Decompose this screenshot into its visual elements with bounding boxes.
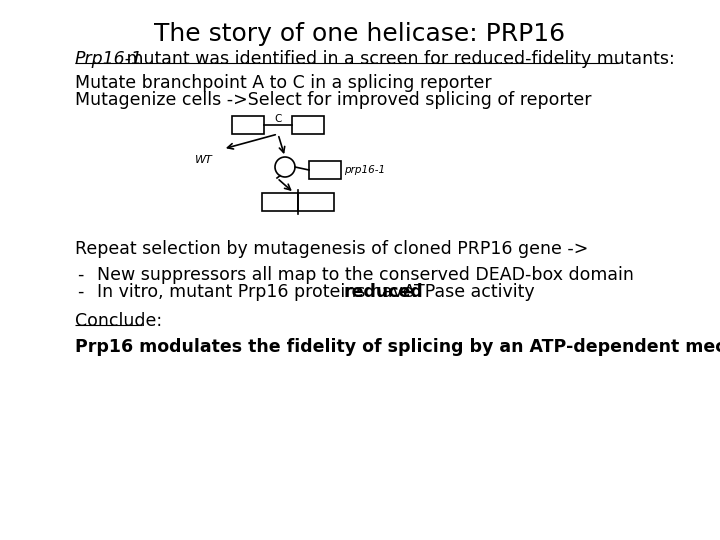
Text: prp16-1: prp16-1 bbox=[344, 165, 385, 175]
Text: Prp16-1: Prp16-1 bbox=[75, 50, 143, 68]
Bar bbox=[292, 116, 324, 134]
Text: In vitro, mutant Prp16 proteins have: In vitro, mutant Prp16 proteins have bbox=[97, 283, 419, 301]
Text: ATPase activity: ATPase activity bbox=[397, 283, 534, 301]
Bar bbox=[298, 193, 334, 211]
Bar bbox=[309, 161, 341, 179]
Text: mutant was identified in a screen for reduced-fidelity mutants:: mutant was identified in a screen for re… bbox=[121, 50, 675, 68]
Text: C: C bbox=[274, 114, 282, 124]
Text: Prp16 modulates the fidelity of splicing by an ATP-dependent mechanism: Prp16 modulates the fidelity of splicing… bbox=[75, 338, 720, 356]
Text: The story of one helicase: PRP16: The story of one helicase: PRP16 bbox=[154, 22, 566, 46]
Text: WT: WT bbox=[195, 155, 213, 165]
Text: Repeat selection by mutagenesis of cloned PRP16 gene ->: Repeat selection by mutagenesis of clone… bbox=[75, 240, 588, 258]
Text: reduced: reduced bbox=[343, 283, 423, 301]
Text: -: - bbox=[77, 283, 84, 301]
Text: Mutate branchpoint A to C in a splicing reporter: Mutate branchpoint A to C in a splicing … bbox=[75, 74, 492, 92]
Text: Mutagenize cells ->Select for improved splicing of reporter: Mutagenize cells ->Select for improved s… bbox=[75, 91, 592, 109]
Text: -: - bbox=[77, 266, 84, 284]
Bar bbox=[262, 193, 298, 211]
Text: Conclude:: Conclude: bbox=[75, 312, 162, 330]
Bar bbox=[232, 116, 264, 134]
Text: New suppressors all map to the conserved DEAD-box domain: New suppressors all map to the conserved… bbox=[97, 266, 634, 284]
